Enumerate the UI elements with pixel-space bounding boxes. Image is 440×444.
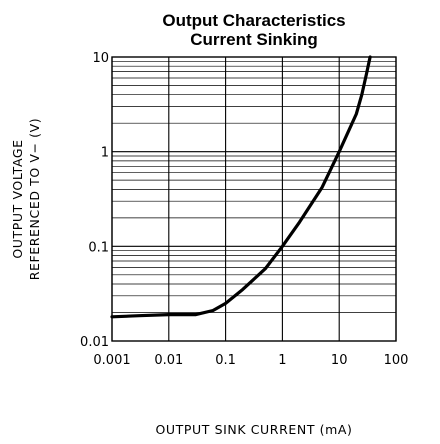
y-axis-label-line-1: OUTPUT VOLTAGE [10, 139, 25, 258]
y-axis-label: OUTPUT VOLTAGE REFERENCED TO V− (V) [10, 118, 42, 281]
x-tick-labels: 0.001 0.01 0.1 1 10 100 [93, 353, 408, 368]
chart-title-line-2: Current Sinking [190, 30, 318, 49]
y-tick-label: 0.1 [88, 240, 109, 255]
plot-grid [111, 57, 397, 342]
y-tick-label: 1 [101, 146, 109, 161]
x-tick-label: 1 [278, 353, 286, 368]
plot-frame [111, 56, 397, 342]
chart-title: Output Characteristics Current Sinking [162, 11, 345, 49]
x-tick-label: 0.01 [154, 353, 183, 368]
y-tick-label: 0.01 [80, 335, 109, 350]
x-tick-label: 0.1 [215, 353, 236, 368]
x-tick-label: 0.001 [93, 353, 130, 368]
series-line [110, 55, 372, 319]
chart-title-line-1: Output Characteristics [162, 11, 345, 30]
x-axis-label: OUTPUT SINK CURRENT (mA) [155, 422, 352, 437]
y-tick-label: 10 [92, 51, 109, 66]
x-tick-label: 100 [384, 353, 409, 368]
y-axis-label-line-2: REFERENCED TO V− (V) [27, 118, 42, 281]
x-tick-label: 10 [331, 353, 348, 368]
y-tick-labels: 0.01 0.1 1 10 [80, 51, 109, 350]
